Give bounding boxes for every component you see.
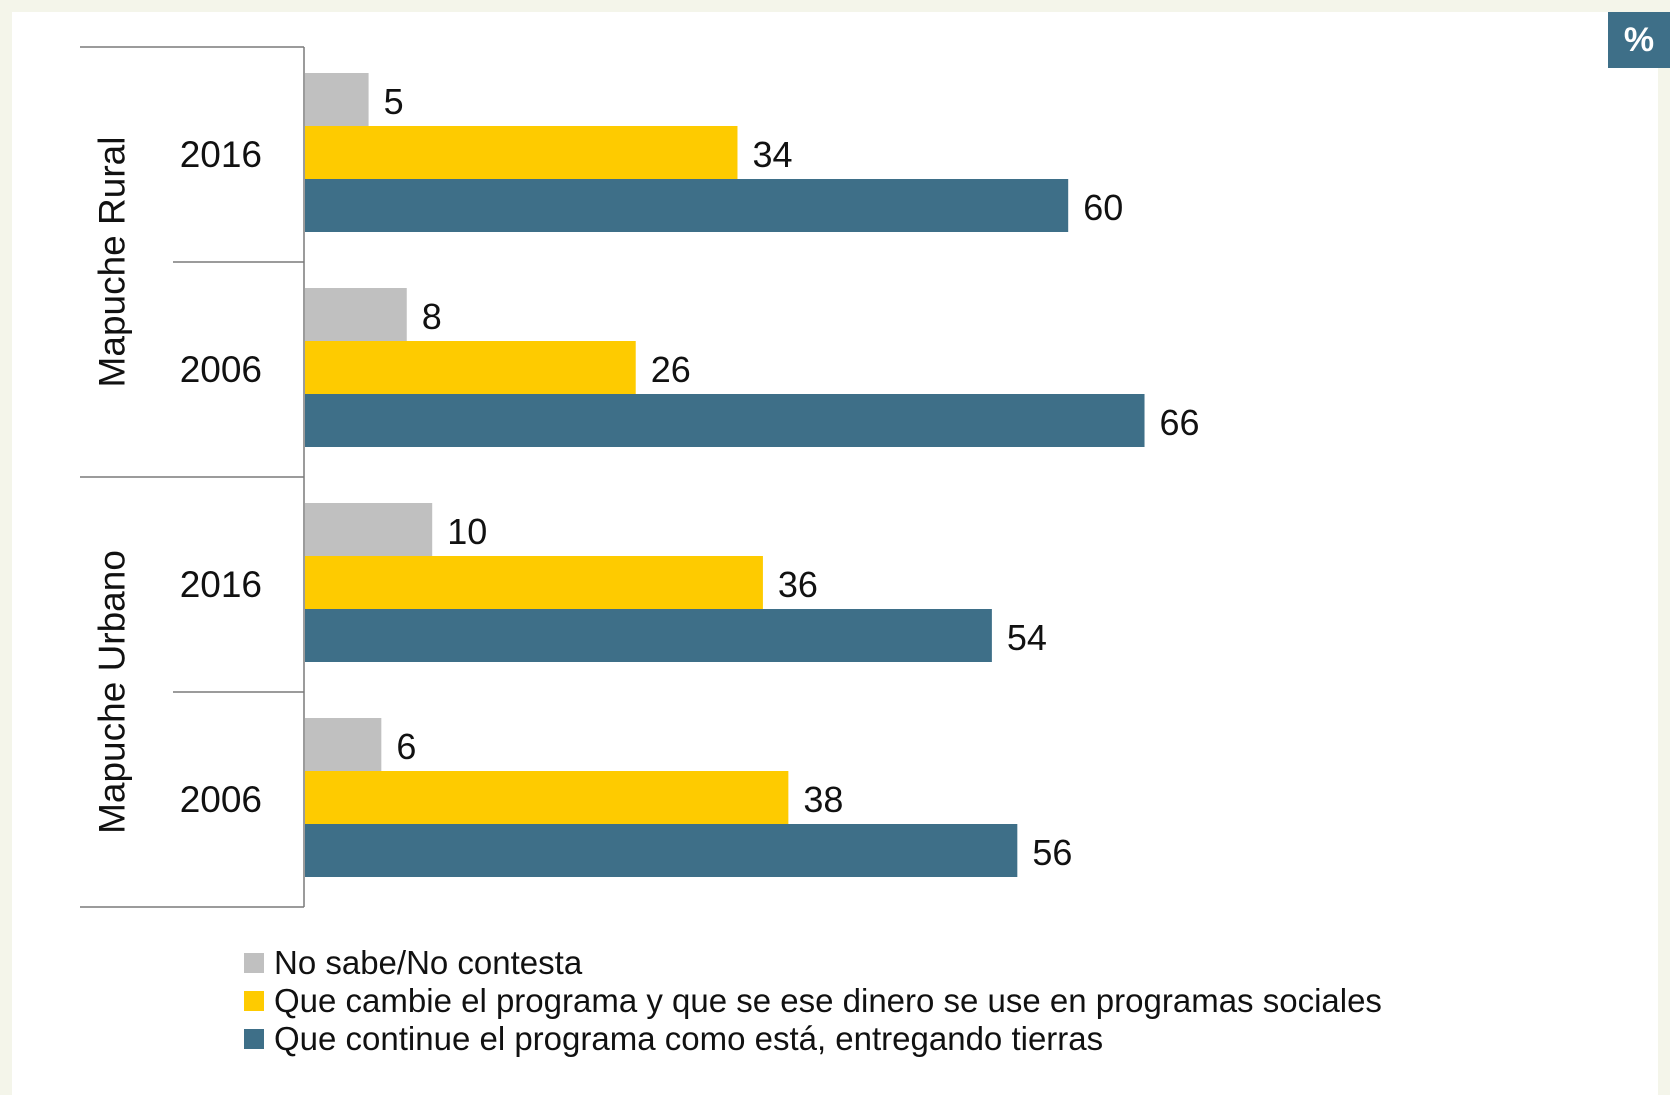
bar	[305, 394, 1145, 447]
data-label: 34	[752, 134, 792, 175]
bar	[305, 609, 992, 662]
bar	[305, 503, 433, 556]
legend-swatch-no-sabe	[244, 953, 264, 973]
category-label: 2016	[180, 134, 262, 175]
group-label: Mapuche Urbano	[92, 550, 133, 834]
legend-swatch-continue	[244, 1029, 264, 1049]
bar	[305, 341, 636, 394]
legend-label-no-sabe: No sabe/No contesta	[274, 944, 583, 981]
data-label: 56	[1032, 832, 1072, 873]
data-label: 54	[1007, 617, 1047, 658]
legend-swatch-cambie	[244, 991, 264, 1011]
category-label: 2006	[180, 349, 262, 390]
bar	[305, 771, 789, 824]
bar	[305, 126, 738, 179]
data-label: 38	[803, 779, 843, 820]
bar	[305, 824, 1018, 877]
data-label: 8	[422, 296, 442, 337]
data-label: 26	[651, 349, 691, 390]
legend-item-no-sabe: No sabe/No contesta	[244, 944, 1382, 982]
legend-label-cambie: Que cambie el programa y que se ese dine…	[274, 982, 1382, 1019]
bar	[305, 288, 407, 341]
bar	[305, 718, 382, 771]
legend-item-cambie: Que cambie el programa y que se ese dine…	[244, 982, 1382, 1020]
category-label: 2016	[180, 564, 262, 605]
data-label: 66	[1160, 402, 1200, 443]
category-label: 2006	[180, 779, 262, 820]
legend: No sabe/No contesta Que cambie el progra…	[244, 944, 1382, 1058]
bar	[305, 73, 369, 126]
data-label: 60	[1083, 187, 1123, 228]
data-label: 6	[396, 726, 416, 767]
group-label: Mapuche Rural	[92, 137, 133, 388]
bar	[305, 179, 1069, 232]
legend-item-continue: Que continue el programa como está, entr…	[244, 1020, 1382, 1058]
legend-label-continue: Que continue el programa como está, entr…	[274, 1020, 1104, 1057]
data-label: 10	[447, 511, 487, 552]
data-label: 36	[778, 564, 818, 605]
data-label: 5	[384, 81, 404, 122]
percent-badge: %	[1608, 12, 1670, 68]
bar	[305, 556, 763, 609]
